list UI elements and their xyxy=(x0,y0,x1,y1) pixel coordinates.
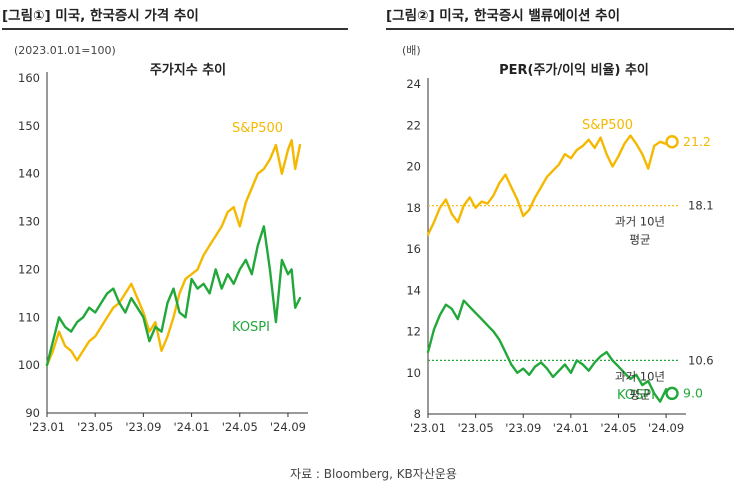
right-y-tick-label: 20 xyxy=(406,160,421,174)
right-kospi-average-note: 과거 10년 xyxy=(615,369,665,383)
right-chart-title: PER(주가/이익 비율) 추이 xyxy=(499,62,649,78)
left-y-tick-label: 90 xyxy=(25,406,40,420)
right-sp500-average-note: 평균 xyxy=(629,233,650,247)
right-sp500-end-label: 21.2 xyxy=(683,134,711,149)
right-y-tick-label: 14 xyxy=(406,283,421,297)
right-kospi-end-marker xyxy=(665,386,679,401)
right-kospi-series-label: KOSPI xyxy=(617,388,655,403)
right-x-tick-label: '24.05 xyxy=(600,421,636,435)
right-x-tick-label: '23.05 xyxy=(458,421,494,435)
left-x-tick-label: '24.05 xyxy=(222,420,258,434)
left-y-tick-label: 160 xyxy=(18,71,40,85)
right-title-rule xyxy=(386,28,734,30)
right-sp500-line xyxy=(426,134,674,236)
right-y-tick-label: 16 xyxy=(406,242,421,256)
left-y-tick-label: 110 xyxy=(18,310,40,324)
left-x-tick-label: '23.09 xyxy=(125,420,161,434)
left-x-tick-label: '23.05 xyxy=(77,420,113,434)
source-note: 자료 : Bloomberg, KB자산운용 xyxy=(290,467,457,481)
right-y-tick-label: 22 xyxy=(406,118,421,132)
left-panel-title: [그림①] 미국, 한국증시 가격 추이 xyxy=(2,8,199,24)
right-unit-note: (배) xyxy=(402,44,421,57)
right-x-tick-label: '24.01 xyxy=(553,421,589,435)
left-kospi-series-label: KOSPI xyxy=(232,320,270,335)
left-y-tick-label: 140 xyxy=(18,167,40,181)
right-x-tick-label: '23.01 xyxy=(410,421,446,435)
right-y-tick-label: 24 xyxy=(406,77,421,91)
right-kospi-average-label: 10.6 xyxy=(688,353,714,367)
right-kospi-line xyxy=(426,299,674,403)
left-y-tick-label: 130 xyxy=(18,215,40,229)
right-y-tick-label: 12 xyxy=(406,325,421,339)
right-y-tick-label: 10 xyxy=(406,366,421,380)
right-y-tick-label: 18 xyxy=(406,201,421,215)
left-y-tick-label: 150 xyxy=(18,119,40,133)
right-kospi-average-note: 평균 xyxy=(629,387,650,401)
left-chart: (2023.01.01=100) 주가지수 추이 90 100 110 120 130 1… xyxy=(14,44,308,434)
left-sp500-series-label: S&P500 xyxy=(232,121,283,136)
left-x-tick-label: '24.09 xyxy=(270,420,306,434)
left-unit-note: (2023.01.01=100) xyxy=(14,44,116,57)
left-x-tick-label: '23.01 xyxy=(29,420,65,434)
left-kospi-line xyxy=(45,225,302,367)
left-x-tick-label: '24.01 xyxy=(174,420,210,434)
right-panel-title: [그림②] 미국, 한국증시 밸류에이션 추이 xyxy=(386,8,620,24)
right-chart: (배) PER(주가/이익 비율) 추이 8 10 12 14 16 18 20 22 24 '2… xyxy=(402,44,714,435)
right-sp500-series-label: S&P500 xyxy=(582,118,633,133)
left-chart-title: 주가지수 추이 xyxy=(150,62,226,78)
right-sp500-average-label: 18.1 xyxy=(688,199,714,213)
right-x-tick-label: '23.09 xyxy=(505,421,541,435)
right-sp500-average-note: 과거 10년 xyxy=(615,215,665,229)
left-title-rule xyxy=(2,28,348,30)
left-y-tick-label: 100 xyxy=(18,358,40,372)
right-sp500-end-marker xyxy=(665,135,679,149)
right-y-tick-label: 8 xyxy=(414,407,421,421)
left-y-tick-label: 120 xyxy=(18,262,40,276)
right-kospi-end-label: 9.0 xyxy=(683,385,703,400)
right-x-tick-label: '24.09 xyxy=(648,421,684,435)
